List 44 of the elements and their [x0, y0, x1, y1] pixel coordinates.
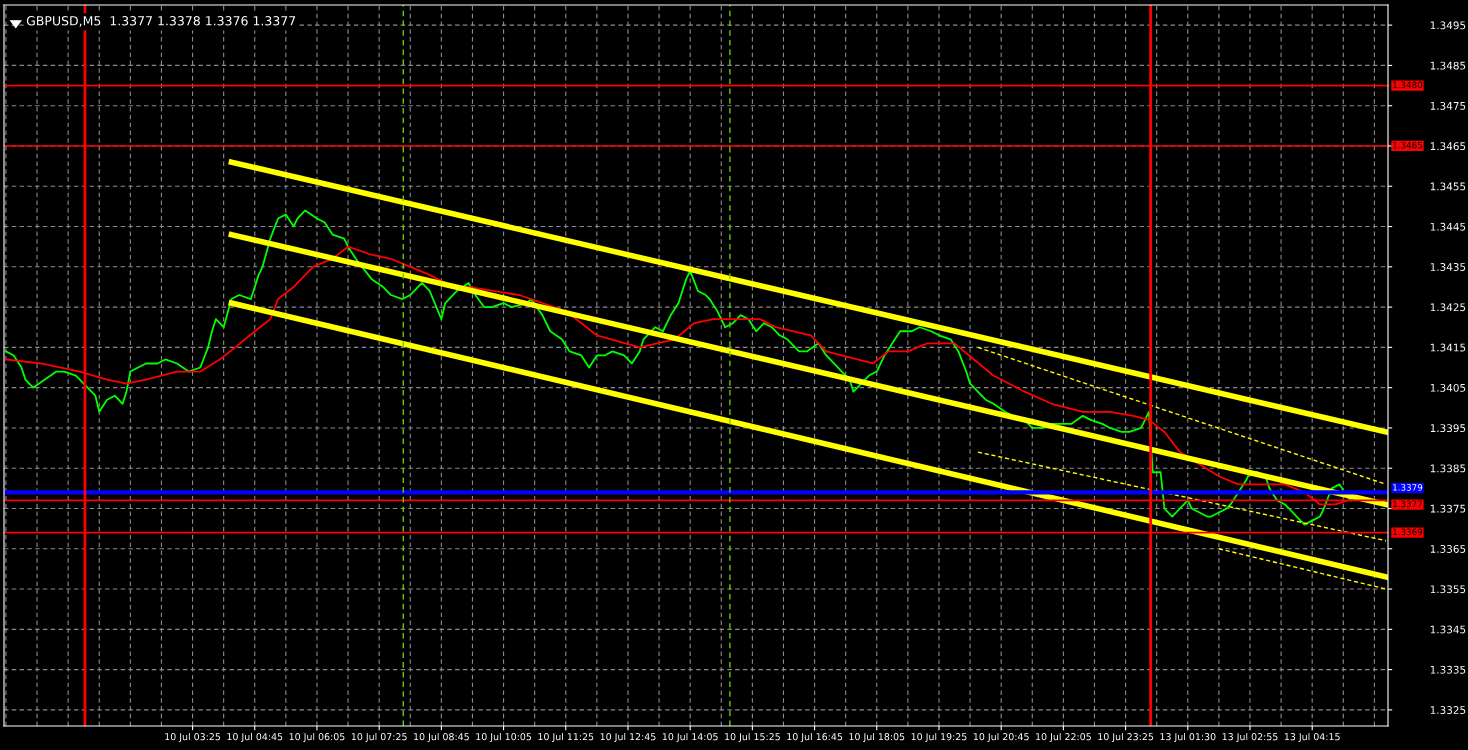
x-tick-label: 10 Jul 16:45 — [787, 732, 843, 743]
y-tick-label: 1.3325 — [1430, 706, 1466, 714]
x-tick-label: 13 Jul 04:15 — [1284, 732, 1340, 743]
x-tick-label: 10 Jul 20:45 — [973, 732, 1029, 743]
y-tick-label: 1.3405 — [1430, 383, 1466, 392]
y-tick-label: 1.3425 — [1430, 303, 1466, 312]
line-series — [5, 209, 1352, 526]
ref-line-label: 1.3480 — [1393, 81, 1423, 89]
x-tick-label: 10 Jul 04:45 — [227, 732, 283, 743]
y-tick-label: 1.3485 — [1430, 61, 1466, 70]
x-tick-label: 13 Jul 01:30 — [1160, 732, 1216, 743]
x-tick-label: 10 Jul 23:25 — [1098, 732, 1154, 743]
y-tick-label: 1.3375 — [1430, 504, 1466, 513]
x-tick-label: 10 Jul 12:45 — [600, 732, 656, 743]
y-tick-label: 1.3435 — [1430, 263, 1466, 271]
y-tick-label: 1.3395 — [1430, 424, 1466, 433]
x-tick-label: 13 Jul 02:55 — [1222, 732, 1278, 743]
ref-line-label: 1.3465 — [1393, 141, 1422, 149]
text: GBPUSD,M5 1.3377 1.3378 1.3376 1.3377 — [26, 16, 296, 27]
y-tick-label: 1.3445 — [1430, 222, 1466, 231]
y-tick-label: 1.3415 — [1430, 343, 1466, 352]
y-tick-label: 1.3475 — [1430, 101, 1466, 110]
y-tick-label: 1.3465 — [1430, 142, 1466, 151]
y-tick-label: 1.3495 — [1430, 21, 1466, 30]
ref-line-label: 1.3379 — [1393, 484, 1423, 491]
ref-line-label: 1.3377 — [1393, 500, 1423, 508]
x-tick-label: 10 Jul 06:05 — [289, 732, 345, 743]
x-tick-label: 10 Jul 10:05 — [476, 732, 532, 743]
y-tick-label: 1.3355 — [1430, 585, 1466, 594]
y-tick-label: 1.3385 — [1430, 464, 1466, 473]
x-tick-label: 10 Jul 08:45 — [414, 732, 469, 743]
x-tick-label: 10 Jul 18:05 — [849, 732, 905, 743]
x-tick-label: 10 Jul 15:25 — [725, 732, 780, 743]
x-tick-label: 10 Jul 07:25 — [351, 732, 407, 743]
y-tick-label: 1.3345 — [1430, 625, 1466, 634]
y-tick-label: 1.3365 — [1430, 545, 1466, 553]
x-tick-label: 10 Jul 03:25 — [165, 732, 221, 743]
x-tick-label: 10 Jul 19:25 — [911, 732, 967, 743]
y-tick-label: 1.3455 — [1430, 182, 1466, 191]
x-tick-label: 10 Jul 11:25 — [538, 732, 594, 743]
x-tick-label: 10 Jul 22:05 — [1036, 732, 1091, 743]
x-tick-label: 10 Jul 14:05 — [662, 732, 718, 743]
y-tick-label: 1.3335 — [1430, 665, 1466, 674]
ref-line-label: 1.3369 — [1393, 528, 1423, 536]
